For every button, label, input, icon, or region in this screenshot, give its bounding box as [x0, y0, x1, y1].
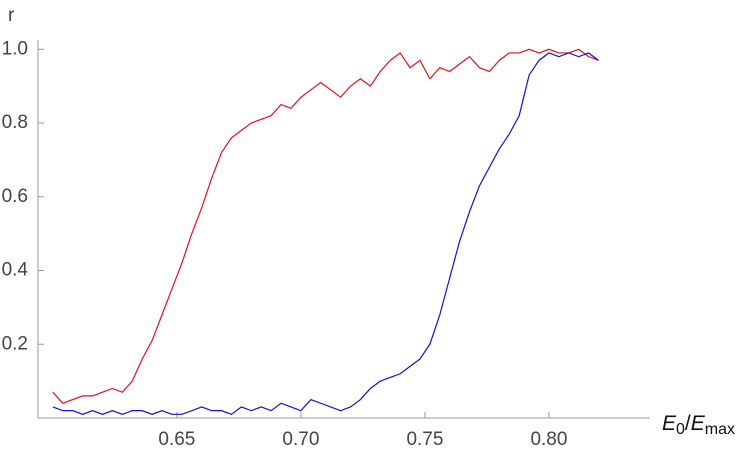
x-tick-label: 0.65 — [158, 429, 195, 450]
x-label-part: E — [662, 412, 677, 435]
x-label-part: 0 — [676, 421, 685, 438]
y-tick-label: 0.2 — [2, 333, 28, 354]
y-tick-label: 0.6 — [2, 186, 28, 207]
x-label-part: / — [685, 412, 691, 435]
data-line — [52, 48, 599, 404]
x-label-part: max — [705, 421, 735, 438]
x-tick-label: 0.80 — [530, 429, 567, 450]
y-tick-label: 0.4 — [2, 260, 29, 281]
y-axis-label: r — [8, 5, 15, 26]
x-axis-label: E0/Emax — [662, 412, 735, 439]
y-tick-label: 1.0 — [2, 38, 28, 59]
y-tick-label: 0.8 — [2, 112, 28, 133]
data-line — [52, 52, 599, 415]
x-label-part: E — [691, 412, 706, 435]
x-tick-label: 0.75 — [406, 429, 443, 450]
x-tick-label: 0.70 — [282, 429, 319, 450]
